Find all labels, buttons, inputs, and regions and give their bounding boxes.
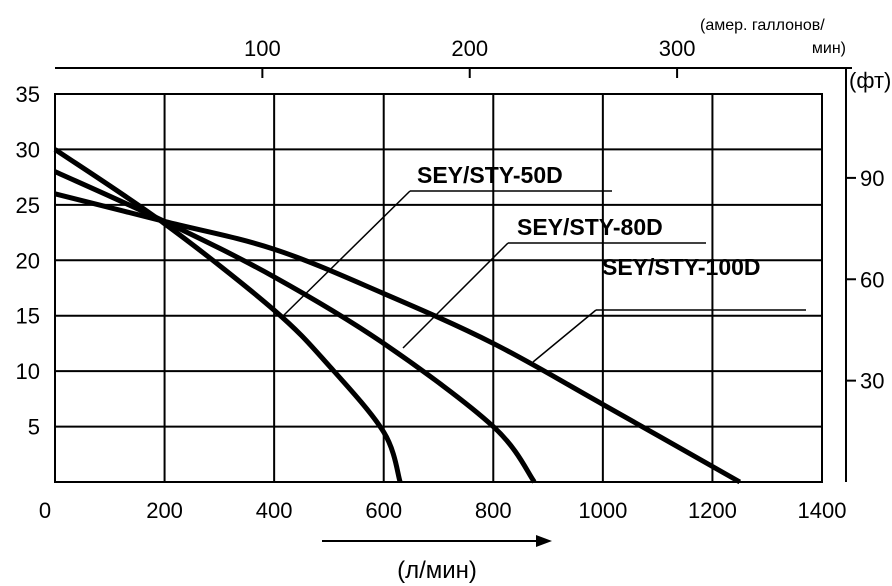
top-axis-unit-line2: мин)	[812, 40, 846, 57]
right-axis-unit: (фт)	[849, 68, 891, 93]
top-axis-unit-line1: (амер. галлонов/	[700, 17, 825, 34]
series-leader-lines	[282, 190, 597, 363]
x-tick-label: 1000	[578, 498, 627, 523]
x-tick-label: 200	[146, 498, 183, 523]
leader-line-80d	[402, 242, 509, 349]
y-tick-label: 20	[16, 248, 40, 273]
series-label-80d: SEY/STY-80D	[517, 214, 663, 240]
x-tick-label: 1400	[798, 498, 847, 523]
x-tick-label: 1200	[688, 498, 737, 523]
right-axis-ticks: 30 60 90	[846, 166, 884, 394]
y-tick-label: 25	[16, 193, 40, 218]
series-curves	[53, 147, 742, 485]
top-tick-label: 300	[659, 36, 696, 61]
y-tick-label: 30	[16, 137, 40, 162]
x-axis-tick-labels: 0 200 400 600 800 1000 1200 1400	[39, 498, 847, 523]
x-tick-label: 400	[256, 498, 293, 523]
series-label-100d: SEY/STY-100D	[602, 254, 761, 280]
top-axis-ticks: 100 200 300	[244, 36, 695, 78]
right-tick-label: 60	[860, 267, 884, 292]
plot-frame	[54, 93, 823, 483]
right-tick-label: 90	[860, 166, 884, 191]
series-label-50d: SEY/STY-50D	[417, 162, 563, 188]
series-curve-50d	[53, 147, 403, 483]
right-tick-label: 30	[860, 369, 884, 394]
y-axis-tick-labels: 5 10 15 20 25 30 35	[16, 82, 40, 440]
leader-line-100d	[532, 309, 597, 363]
x-tick-label: 0	[39, 498, 51, 523]
y-tick-label: 5	[28, 415, 40, 440]
x-tick-label: 800	[475, 498, 512, 523]
x-axis-title: (л/мин)	[397, 557, 477, 584]
y-tick-label: 15	[16, 304, 40, 329]
y-tick-label: 10	[16, 359, 40, 384]
top-tick-label: 100	[244, 36, 281, 61]
series-curve-100d	[54, 191, 742, 485]
y-tick-label: 35	[16, 82, 40, 107]
leader-line-50d	[282, 190, 411, 317]
x-tick-label: 600	[365, 498, 402, 523]
grid-lines	[55, 94, 822, 482]
flow-direction-arrowhead	[536, 535, 552, 547]
top-tick-label: 200	[451, 36, 488, 61]
